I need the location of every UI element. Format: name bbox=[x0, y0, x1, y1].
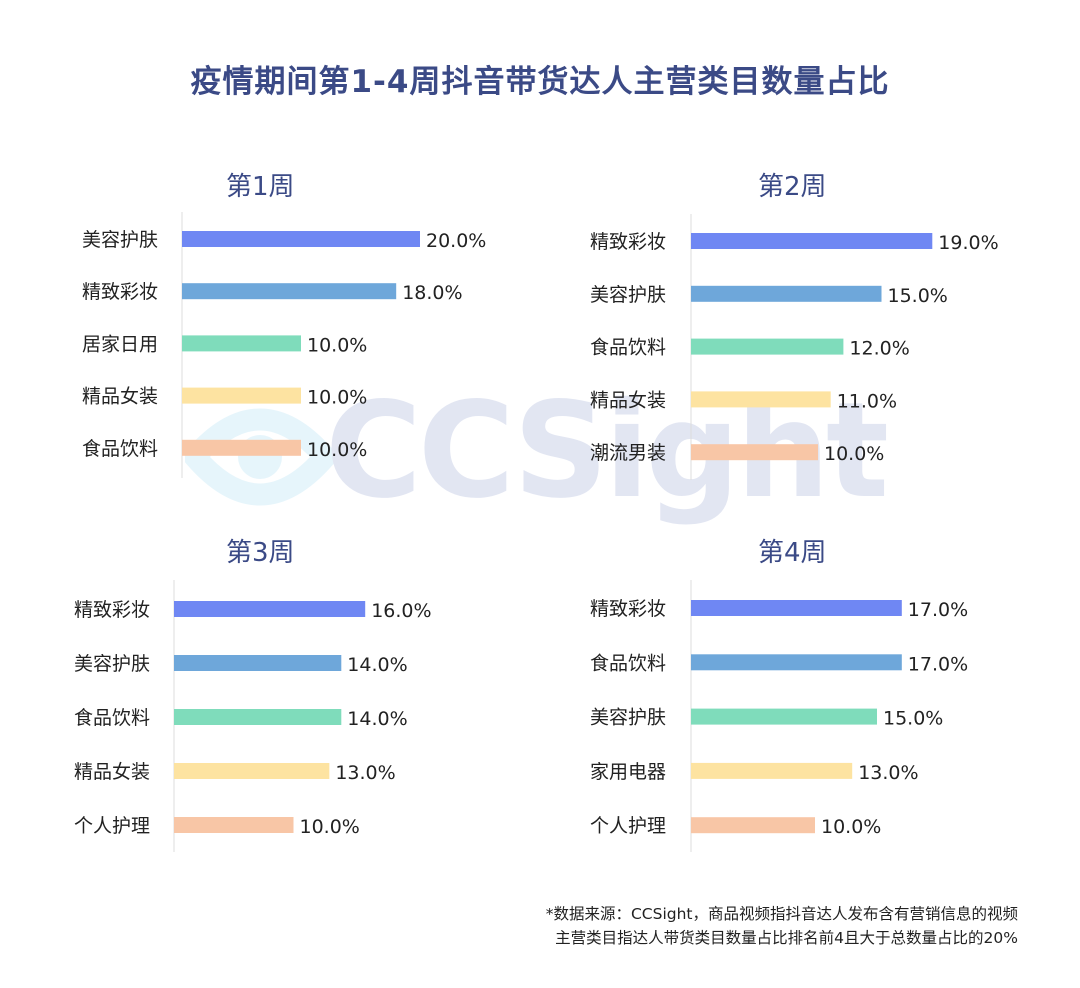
category-label: 个人护理 bbox=[590, 815, 666, 837]
category-label: 美容护肤 bbox=[74, 653, 150, 675]
bar bbox=[691, 285, 882, 302]
data-label: 10.0% bbox=[307, 334, 367, 356]
category-label: 食品饮料 bbox=[590, 337, 666, 359]
bar bbox=[182, 439, 301, 456]
data-label: 20.0% bbox=[426, 230, 486, 252]
data-label: 17.0% bbox=[908, 653, 968, 675]
bar bbox=[182, 231, 420, 247]
data-label: 19.0% bbox=[938, 232, 998, 254]
category-label: 精品女装 bbox=[74, 761, 150, 783]
category-label: 食品饮料 bbox=[82, 438, 158, 460]
category-label: 个人护理 bbox=[74, 815, 150, 837]
bar bbox=[691, 338, 844, 355]
bar bbox=[182, 335, 301, 352]
bar-chart-week2: 精致彩妆 19.0% 美容护肤 15.0% 食品饮料 12.0% 精品女装 11.0% 潮流男装… bbox=[590, 214, 999, 480]
data-label: 10.0% bbox=[307, 439, 367, 461]
bar bbox=[174, 817, 294, 833]
category-label: 精致彩妆 bbox=[590, 231, 666, 253]
bar bbox=[182, 283, 397, 300]
category-label: 美容护肤 bbox=[590, 707, 666, 729]
data-label: 15.0% bbox=[888, 285, 948, 307]
data-label: 12.0% bbox=[849, 338, 909, 360]
category-label: 居家日用 bbox=[82, 333, 158, 355]
data-label: 16.0% bbox=[371, 600, 431, 622]
data-label: 10.0% bbox=[821, 816, 881, 838]
page-title: 疫情期间第1-4周抖音带货达人主营类目数量占比 bbox=[190, 64, 890, 100]
chart-title-week1: 第1周 bbox=[226, 172, 295, 202]
data-label: 17.0% bbox=[908, 599, 968, 621]
chart-title-week3: 第3周 bbox=[226, 538, 295, 568]
category-label: 美容护肤 bbox=[82, 229, 158, 251]
bar bbox=[174, 601, 366, 617]
data-label: 14.0% bbox=[347, 654, 407, 676]
bar bbox=[691, 817, 815, 834]
category-label: 家用电器 bbox=[590, 761, 666, 783]
bar bbox=[691, 654, 902, 671]
chart-title-week4: 第4周 bbox=[758, 538, 827, 568]
bar bbox=[174, 655, 342, 671]
category-label: 精致彩妆 bbox=[74, 599, 150, 621]
chart-title-week2: 第2周 bbox=[758, 172, 827, 202]
category-label: 精致彩妆 bbox=[590, 598, 666, 620]
category-label: 精致彩妆 bbox=[82, 281, 158, 303]
bar bbox=[174, 709, 342, 725]
data-label: 13.0% bbox=[858, 762, 918, 784]
bar bbox=[691, 600, 902, 616]
category-label: 精品女装 bbox=[82, 386, 158, 408]
data-label: 10.0% bbox=[824, 443, 884, 465]
bar-chart-week4: 精致彩妆 17.0% 食品饮料 17.0% 美容护肤 15.0% 家用电器 13.0% 个人护理… bbox=[590, 580, 968, 852]
bar bbox=[691, 444, 818, 461]
bar bbox=[691, 708, 877, 725]
data-label: 10.0% bbox=[307, 387, 367, 409]
bar-chart-week3: 精致彩妆 16.0% 美容护肤 14.0% 食品饮料 14.0% 精品女装 13.0% 个人护理… bbox=[74, 580, 432, 852]
category-label: 食品饮料 bbox=[74, 707, 150, 729]
data-label: 18.0% bbox=[402, 282, 462, 304]
data-label: 11.0% bbox=[837, 390, 897, 412]
bar bbox=[182, 387, 301, 404]
data-label: 15.0% bbox=[883, 708, 943, 730]
bar bbox=[174, 763, 330, 779]
bar-chart-week1: 美容护肤 20.0% 精致彩妆 18.0% 居家日用 10.0% 精品女装 10.0% 食品饮料… bbox=[82, 212, 486, 478]
bar bbox=[691, 391, 831, 408]
category-label: 潮流男装 bbox=[590, 442, 666, 464]
category-label: 美容护肤 bbox=[590, 284, 666, 306]
data-label: 10.0% bbox=[300, 816, 360, 838]
data-label: 13.0% bbox=[335, 762, 395, 784]
data-label: 14.0% bbox=[347, 708, 407, 730]
data-source-note: *数据来源：CCSight，商品视频指抖音达人发布含有营销信息的视频 主营类目指… bbox=[546, 902, 1018, 950]
bar bbox=[691, 762, 853, 779]
category-label: 精品女装 bbox=[590, 389, 666, 411]
category-label: 食品饮料 bbox=[590, 652, 666, 674]
source-line-1: *数据来源：CCSight，商品视频指抖音达人发布含有营销信息的视频 bbox=[545, 905, 1018, 923]
bar bbox=[691, 233, 933, 249]
source-line-2: 主营类目指达人带货类目数量占比排名前4且大于总数量占比的20% bbox=[555, 929, 1018, 947]
